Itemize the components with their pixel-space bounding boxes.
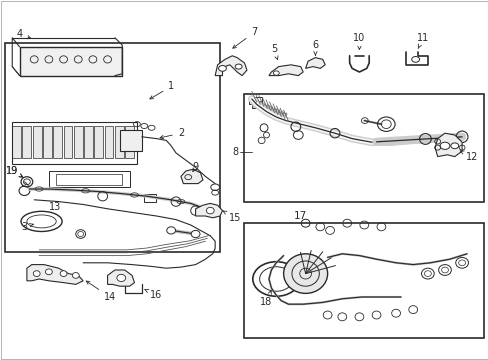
Ellipse shape <box>33 271 40 276</box>
Bar <box>120 130 142 151</box>
Bar <box>84 126 93 158</box>
Ellipse shape <box>439 142 449 149</box>
Bar <box>56 174 122 185</box>
Bar <box>63 126 72 158</box>
Text: 18: 18 <box>260 291 272 307</box>
Text: 1: 1 <box>150 81 174 99</box>
Ellipse shape <box>450 143 458 149</box>
Bar <box>115 126 123 158</box>
Text: 5: 5 <box>270 44 278 59</box>
Polygon shape <box>107 270 134 286</box>
Bar <box>125 126 134 158</box>
Ellipse shape <box>283 254 327 293</box>
Bar <box>74 126 82 158</box>
Bar <box>249 97 261 104</box>
Text: 14: 14 <box>86 281 116 302</box>
Polygon shape <box>195 203 222 218</box>
Text: 4: 4 <box>17 29 31 39</box>
Text: 19: 19 <box>6 166 22 177</box>
Ellipse shape <box>206 207 214 214</box>
Ellipse shape <box>166 227 175 234</box>
Polygon shape <box>27 265 83 284</box>
Bar <box>244 223 483 338</box>
Ellipse shape <box>191 230 200 238</box>
Text: 8: 8 <box>231 147 238 157</box>
Ellipse shape <box>45 269 52 275</box>
Text: 11: 11 <box>416 33 428 48</box>
Text: 2: 2 <box>160 128 183 139</box>
Bar <box>144 194 156 202</box>
Ellipse shape <box>273 71 279 75</box>
Ellipse shape <box>218 66 226 71</box>
Text: 15: 15 <box>223 211 241 223</box>
Polygon shape <box>215 56 246 76</box>
Polygon shape <box>268 65 303 76</box>
Text: 3: 3 <box>21 222 33 232</box>
Text: 6: 6 <box>312 40 318 55</box>
Text: 12: 12 <box>459 151 477 162</box>
Text: 10: 10 <box>352 33 365 49</box>
Text: 16: 16 <box>144 289 163 300</box>
Bar <box>251 101 261 108</box>
Text: 7: 7 <box>232 27 257 48</box>
Bar <box>49 171 129 187</box>
Bar <box>22 126 31 158</box>
Ellipse shape <box>60 271 67 276</box>
Ellipse shape <box>72 273 79 278</box>
Text: 9: 9 <box>192 162 198 172</box>
Polygon shape <box>305 58 325 68</box>
Polygon shape <box>181 169 203 184</box>
Bar <box>20 47 122 76</box>
Bar <box>43 126 52 158</box>
Bar <box>94 126 103 158</box>
Bar <box>244 94 483 202</box>
Bar <box>53 126 62 158</box>
Ellipse shape <box>117 274 125 282</box>
Polygon shape <box>434 133 461 157</box>
Bar <box>12 126 21 158</box>
Text: 17: 17 <box>293 211 307 221</box>
Ellipse shape <box>235 64 242 69</box>
Bar <box>12 122 137 164</box>
Bar <box>5 43 220 252</box>
Text: 19: 19 <box>6 166 22 177</box>
Bar <box>104 126 113 158</box>
Text: 13: 13 <box>49 202 61 212</box>
Bar <box>33 126 41 158</box>
